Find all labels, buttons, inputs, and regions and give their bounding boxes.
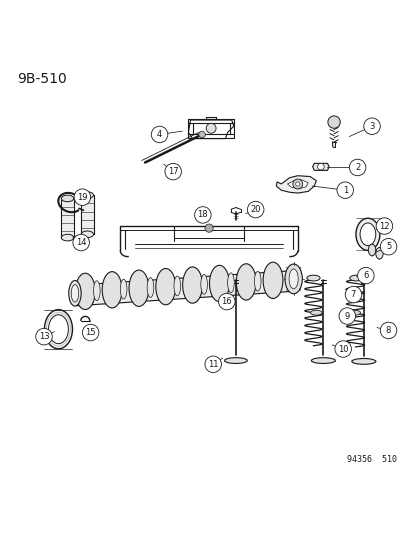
Ellipse shape [155,269,175,305]
Text: 11: 11 [207,360,218,369]
Circle shape [336,182,353,198]
Circle shape [380,238,396,255]
Ellipse shape [310,310,321,315]
Text: 3: 3 [368,122,374,131]
Polygon shape [81,195,93,235]
Text: 5: 5 [385,242,390,251]
Text: 17: 17 [167,167,178,176]
Ellipse shape [227,273,234,293]
Polygon shape [287,180,307,189]
Text: 4: 4 [157,130,162,139]
Ellipse shape [93,281,100,301]
Polygon shape [77,271,293,306]
Text: 2: 2 [354,163,359,172]
Ellipse shape [120,279,127,299]
Text: 10: 10 [337,344,348,353]
Circle shape [73,235,89,251]
Ellipse shape [349,275,362,281]
Circle shape [194,207,211,223]
Circle shape [82,324,99,341]
Text: 94356  510: 94356 510 [346,455,396,464]
Polygon shape [61,198,74,238]
Circle shape [363,118,380,134]
Circle shape [338,308,355,324]
Text: 8: 8 [385,326,390,335]
Circle shape [36,328,52,345]
Ellipse shape [375,247,382,259]
Ellipse shape [81,231,93,238]
Ellipse shape [147,278,153,297]
Ellipse shape [359,223,375,246]
Text: 15: 15 [85,328,96,337]
Ellipse shape [173,276,180,296]
Ellipse shape [44,310,72,349]
Ellipse shape [224,358,247,364]
Circle shape [344,286,361,303]
Circle shape [357,268,373,284]
Text: 18: 18 [197,211,208,220]
Ellipse shape [311,358,335,364]
Circle shape [204,356,221,373]
Ellipse shape [102,272,122,308]
Circle shape [206,123,216,133]
Circle shape [327,116,339,128]
Ellipse shape [284,264,301,294]
Text: 14: 14 [76,238,86,247]
Ellipse shape [182,267,202,303]
Circle shape [204,224,213,232]
Ellipse shape [288,269,297,289]
Text: 20: 20 [250,205,260,214]
Circle shape [375,218,392,235]
Ellipse shape [61,235,74,241]
Text: 7: 7 [350,290,355,299]
Text: 12: 12 [378,222,389,231]
Text: 9B-510: 9B-510 [17,72,67,86]
Ellipse shape [263,262,282,298]
Ellipse shape [209,265,229,302]
Ellipse shape [236,264,256,300]
Circle shape [151,126,167,143]
Ellipse shape [71,285,78,302]
Ellipse shape [61,195,74,201]
Polygon shape [275,176,316,193]
Circle shape [349,159,365,176]
Ellipse shape [48,315,68,344]
Ellipse shape [306,275,319,281]
Ellipse shape [368,244,375,256]
Text: 9: 9 [344,311,349,320]
Text: 13: 13 [38,332,49,341]
Circle shape [74,189,90,205]
Text: 1: 1 [342,185,347,195]
Ellipse shape [69,280,81,306]
Circle shape [292,179,302,189]
Ellipse shape [75,273,95,310]
Ellipse shape [200,274,207,294]
Ellipse shape [254,271,261,291]
Ellipse shape [355,218,379,251]
Text: 16: 16 [221,297,232,306]
Ellipse shape [348,310,360,315]
Circle shape [247,201,263,218]
Circle shape [295,182,299,186]
Ellipse shape [129,270,148,306]
Circle shape [198,131,205,138]
Circle shape [164,163,181,180]
Circle shape [218,293,235,310]
Circle shape [380,322,396,338]
Ellipse shape [351,359,375,364]
Circle shape [334,341,351,357]
Ellipse shape [81,192,93,198]
Polygon shape [312,163,328,171]
Text: 6: 6 [362,271,368,280]
Text: 19: 19 [77,193,88,201]
Circle shape [317,163,323,170]
